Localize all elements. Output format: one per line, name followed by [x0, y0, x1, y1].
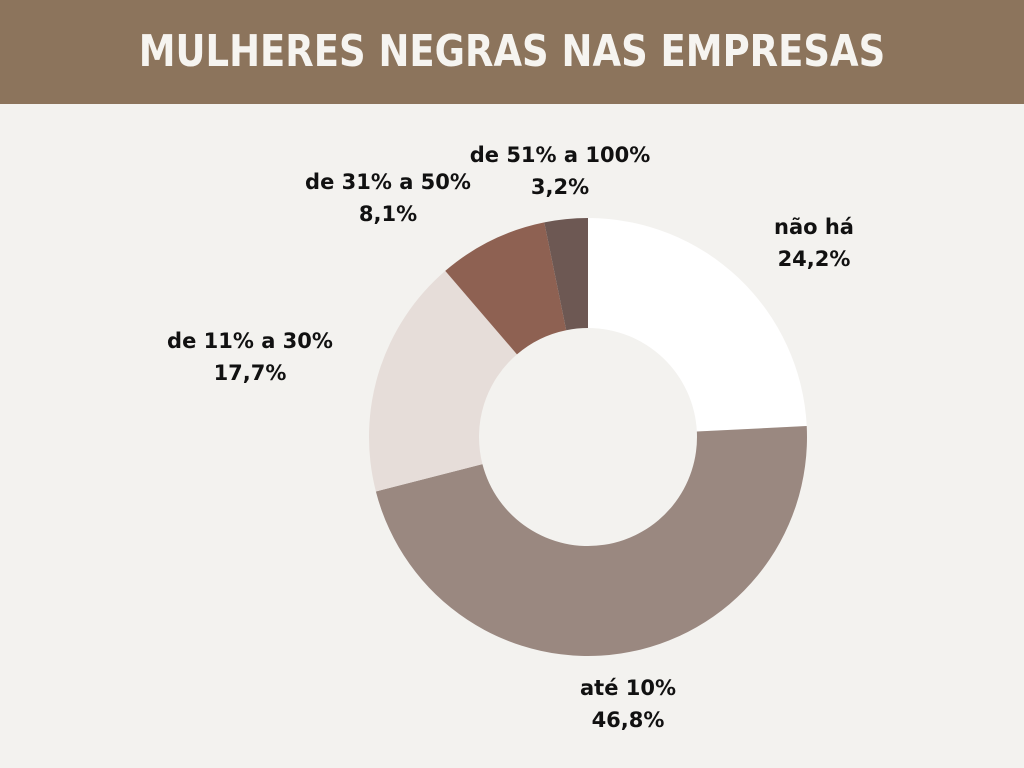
slice-label-nao-ha: não há 24,2% — [714, 211, 914, 275]
slice-value-11-30: 17,7% — [130, 357, 370, 389]
slice-value-ate-10: 46,8% — [508, 704, 748, 736]
slice-value-nao-ha: 24,2% — [714, 243, 914, 275]
slice-category-11-30: de 11% a 30% — [130, 325, 370, 357]
slice-label-ate-10: até 10% 46,8% — [508, 672, 748, 736]
slice-category-nao-ha: não há — [714, 211, 914, 243]
slice-label-51-100: de 51% a 100% 3,2% — [440, 139, 680, 203]
slice-label-11-30: de 11% a 30% 17,7% — [130, 325, 370, 389]
slice-category-ate-10: até 10% — [508, 672, 748, 704]
slice-category-51-100: de 51% a 100% — [440, 139, 680, 171]
slice-value-51-100: 3,2% — [440, 171, 680, 203]
